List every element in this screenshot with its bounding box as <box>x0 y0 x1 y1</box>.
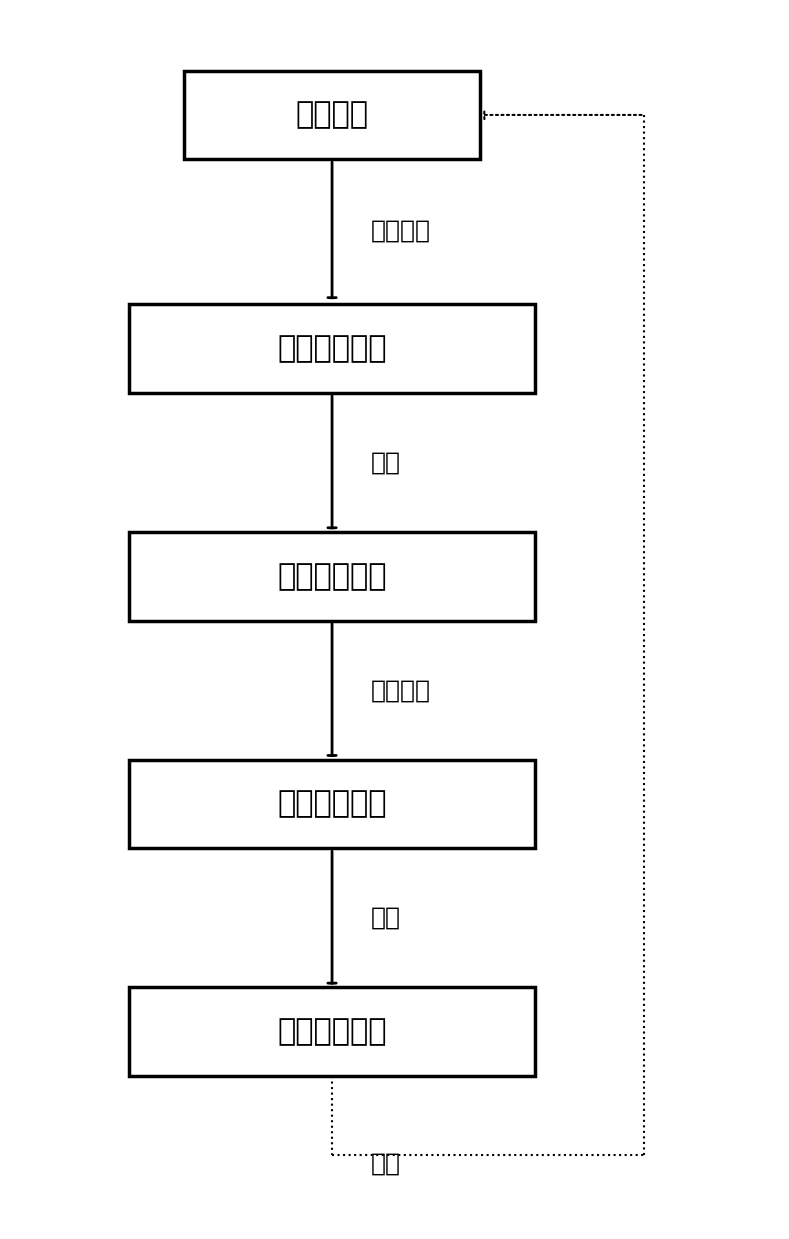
Text: 第二挤压阶段: 第二挤压阶段 <box>277 789 387 819</box>
Text: 第一挤压阶段: 第一挤压阶段 <box>277 335 387 363</box>
Text: 进水: 进水 <box>371 1151 401 1176</box>
Text: 第二恢复阶段: 第二恢复阶段 <box>277 1017 387 1046</box>
FancyBboxPatch shape <box>184 71 481 160</box>
Text: 排水: 排水 <box>371 451 401 475</box>
Text: 停止进水: 停止进水 <box>371 218 431 243</box>
Text: 工作阶段: 工作阶段 <box>296 100 368 129</box>
Text: 排水: 排水 <box>371 906 401 930</box>
FancyBboxPatch shape <box>129 987 535 1077</box>
FancyBboxPatch shape <box>129 532 535 621</box>
Text: 反洗进水: 反洗进水 <box>371 678 431 703</box>
FancyBboxPatch shape <box>129 760 535 849</box>
FancyBboxPatch shape <box>129 305 535 393</box>
Text: 第一恢复阶段: 第一恢复阶段 <box>277 563 387 591</box>
